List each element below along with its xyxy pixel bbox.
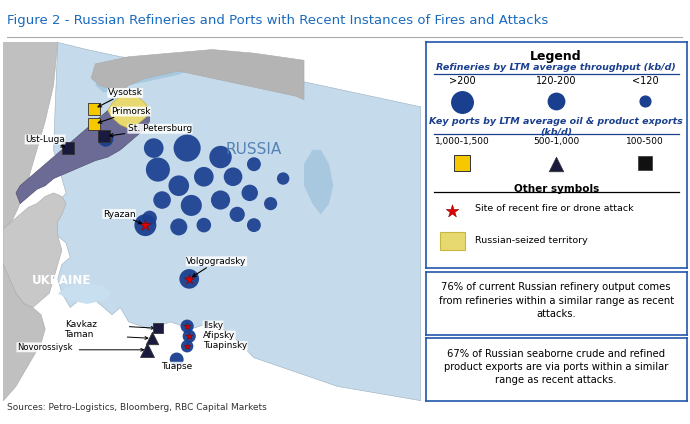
Point xyxy=(198,222,209,229)
Text: <120: <120 xyxy=(631,76,658,86)
Point xyxy=(181,323,193,329)
Text: Volgogradsky: Volgogradsky xyxy=(186,257,246,277)
Text: 120-200: 120-200 xyxy=(536,76,576,86)
Text: 1,000-1,500: 1,000-1,500 xyxy=(435,137,490,146)
Text: Ilsky: Ilsky xyxy=(203,321,223,330)
Point xyxy=(146,335,157,342)
Text: Figure 2 - Russian Refineries and Ports with Recent Instances of Fires and Attac: Figure 2 - Russian Refineries and Ports … xyxy=(7,14,548,27)
Point xyxy=(244,190,255,196)
Polygon shape xyxy=(108,92,150,128)
Text: Site of recent fire or drone attack: Site of recent fire or drone attack xyxy=(475,204,634,213)
Text: 500-1,000: 500-1,000 xyxy=(533,137,580,146)
Polygon shape xyxy=(3,193,66,307)
Text: Legend: Legend xyxy=(531,50,582,63)
Point xyxy=(551,98,562,105)
Point xyxy=(215,197,226,204)
Text: Tuapinsky: Tuapinsky xyxy=(203,341,247,350)
Polygon shape xyxy=(54,42,421,401)
Point xyxy=(152,325,164,332)
Text: 67% of Russian seaborne crude and refined
product exports are via ports within a: 67% of Russian seaborne crude and refine… xyxy=(444,349,669,385)
Point xyxy=(181,323,193,329)
Point xyxy=(89,105,100,112)
Point xyxy=(184,276,195,282)
Polygon shape xyxy=(91,50,304,100)
Text: Ryazan: Ryazan xyxy=(103,209,141,224)
Point xyxy=(140,222,151,229)
Text: Vysotsk: Vysotsk xyxy=(98,89,143,107)
Point xyxy=(277,175,288,182)
Point xyxy=(248,161,259,167)
Point xyxy=(99,133,110,139)
Point xyxy=(173,223,184,230)
Point xyxy=(63,145,74,151)
Polygon shape xyxy=(58,282,112,304)
Point xyxy=(198,173,209,180)
Text: Tuapse: Tuapse xyxy=(161,362,193,371)
Text: >200: >200 xyxy=(449,76,475,86)
Text: St. Petersburg: St. Petersburg xyxy=(110,124,192,137)
FancyBboxPatch shape xyxy=(440,232,465,250)
Point xyxy=(152,166,164,173)
Point xyxy=(640,98,651,104)
Point xyxy=(157,197,168,204)
Polygon shape xyxy=(3,265,46,401)
Point xyxy=(100,136,111,142)
Point xyxy=(184,333,195,340)
Point xyxy=(89,121,100,128)
Text: Afipsky: Afipsky xyxy=(203,331,235,340)
Point xyxy=(184,333,195,340)
Point xyxy=(148,145,159,151)
Point xyxy=(142,346,153,353)
Point xyxy=(140,222,151,229)
Point xyxy=(186,202,197,209)
Point xyxy=(181,343,193,350)
Text: 100-500: 100-500 xyxy=(626,137,664,146)
Point xyxy=(457,98,468,105)
Point xyxy=(171,356,182,363)
Text: RUSSIA: RUSSIA xyxy=(226,142,282,157)
Point xyxy=(184,276,195,282)
Point xyxy=(457,159,468,166)
Point xyxy=(181,343,193,350)
Text: Sources: Petro-Logistics, Bloomberg, RBC Capital Markets: Sources: Petro-Logistics, Bloomberg, RBC… xyxy=(7,403,266,412)
Text: Novorossiysk: Novorossiysk xyxy=(17,343,72,352)
Point xyxy=(640,160,651,167)
Point xyxy=(228,173,239,180)
Text: Other symbols: Other symbols xyxy=(513,184,599,194)
Point xyxy=(551,161,562,167)
Polygon shape xyxy=(16,96,150,204)
Text: Kavkaz: Kavkaz xyxy=(66,320,97,329)
Text: Key ports by LTM average oil & product exports
(kb/d): Key ports by LTM average oil & product e… xyxy=(429,117,683,137)
Point xyxy=(173,182,184,189)
Polygon shape xyxy=(304,150,333,215)
Point xyxy=(181,145,193,151)
Point xyxy=(248,222,259,229)
Text: Russian-seized territory: Russian-seized territory xyxy=(475,236,588,245)
Text: 76% of current Russian refinery output comes
from refineries within a similar ra: 76% of current Russian refinery output c… xyxy=(439,282,673,319)
Text: Primorsk: Primorsk xyxy=(98,107,150,123)
Point xyxy=(144,215,155,221)
Polygon shape xyxy=(3,42,58,229)
Point xyxy=(215,153,226,160)
Polygon shape xyxy=(95,64,187,92)
Point xyxy=(265,200,276,207)
Text: Taman: Taman xyxy=(64,330,93,339)
Point xyxy=(446,207,457,214)
Text: Refineries by LTM average throughput (kb/d): Refineries by LTM average throughput (kb… xyxy=(436,63,676,72)
Text: Ust-Luga: Ust-Luga xyxy=(25,135,65,147)
Point xyxy=(232,211,243,218)
Text: UKRAINE: UKRAINE xyxy=(32,274,92,287)
